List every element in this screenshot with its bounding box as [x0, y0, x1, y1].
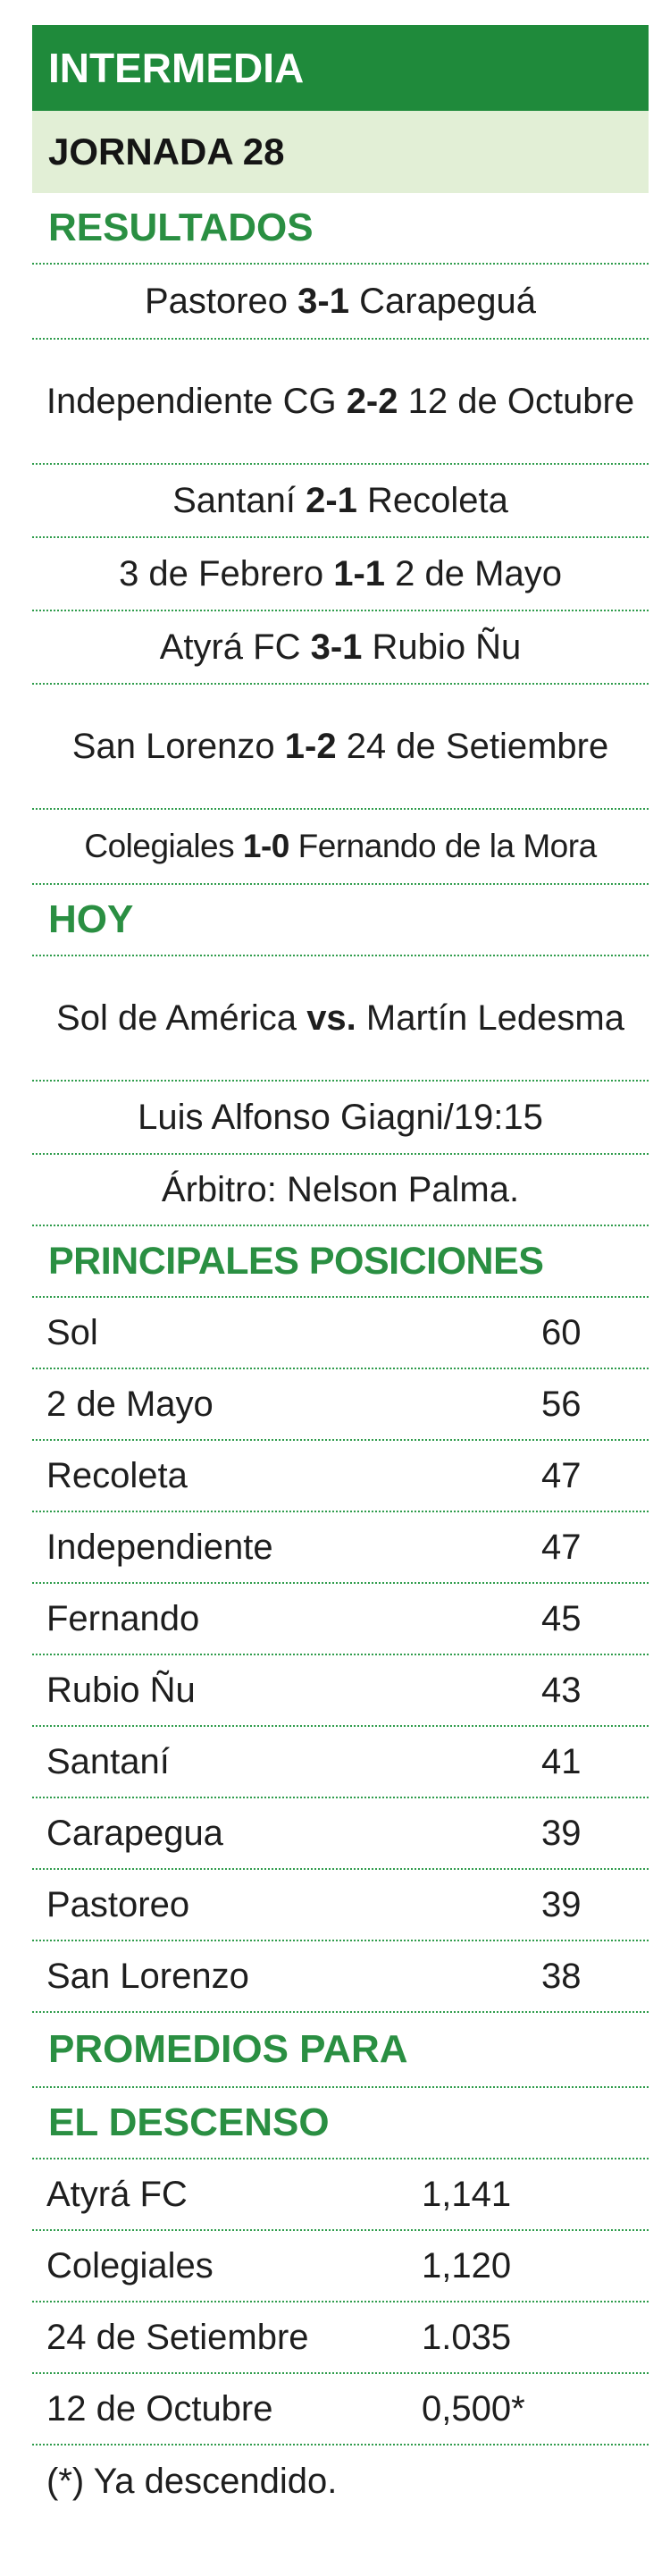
- standings-row: Rubio Ñu 43: [32, 1655, 649, 1727]
- standings-row: San Lorenzo 38: [32, 1941, 649, 2013]
- results-header: RESULTADOS: [32, 193, 649, 265]
- footnote: (*) Ya descendido.: [46, 2462, 338, 2501]
- match-row: Colegiales 1-0 Fernando de la Mora: [32, 810, 649, 885]
- match-row: 3 de Febrero 1-1 2 de Mayo: [32, 538, 649, 611]
- relegation-header: PROMEDIOS PARA: [32, 2013, 649, 2088]
- match-row: Atyrá FC 3-1 Rubio Ñu: [32, 611, 649, 685]
- relegation-row: 12 de Octubre 0,500*: [32, 2374, 649, 2446]
- today-venue: Luis Alfonso Giagni/19:15: [32, 1082, 649, 1155]
- match-row: Independiente CG 2-2 12 de Octubre: [32, 340, 649, 465]
- match-row: Santaní 2-1 Recoleta: [32, 465, 649, 538]
- match-row: Pastoreo 3-1 Carapeguá: [32, 265, 649, 340]
- relegation-row: Colegiales 1,120: [32, 2231, 649, 2302]
- standings-row: 2 de Mayo 56: [32, 1369, 649, 1441]
- match-row: San Lorenzo 1-2 24 de Setiembre: [32, 685, 649, 810]
- relegation-header-line2: EL DESCENSO: [32, 2088, 649, 2159]
- relegation-row: Atyrá FC 1,141: [32, 2159, 649, 2231]
- standings-row: Pastoreo 39: [32, 1870, 649, 1941]
- standings-row: Carapegua 39: [32, 1798, 649, 1870]
- standings-row: Sol 60: [32, 1298, 649, 1369]
- standings-row: Recoleta 47: [32, 1441, 649, 1512]
- today-match: Sol de América vs. Martín Ledesma: [32, 956, 649, 1082]
- relegation-row: 24 de Setiembre 1.035: [32, 2302, 649, 2374]
- standings-row: Independiente 47: [32, 1512, 649, 1584]
- jornada-label: JORNADA 28: [32, 111, 649, 193]
- today-referee: Árbitro: Nelson Palma.: [32, 1155, 649, 1226]
- standings-row: Fernando 45: [32, 1584, 649, 1655]
- section-title: INTERMEDIA: [32, 25, 649, 111]
- today-header: HOY: [32, 885, 649, 956]
- standings-row: Santaní 41: [32, 1727, 649, 1798]
- standings-header: PRINCIPALES POSICIONES: [32, 1226, 649, 1298]
